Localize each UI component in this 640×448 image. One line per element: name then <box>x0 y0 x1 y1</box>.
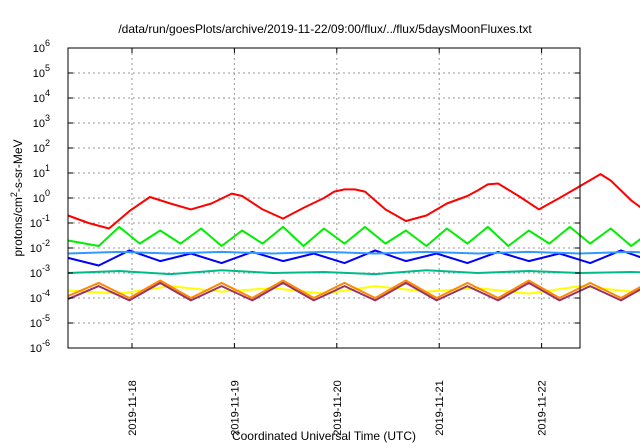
y-tick-label: 104 <box>33 88 50 105</box>
y-tick-label: 10-1 <box>30 213 50 230</box>
series-line-3 <box>67 269 640 276</box>
y-tick-label: 10-5 <box>30 313 50 330</box>
y-tick-label: 10-4 <box>30 288 50 305</box>
y-tick-label: 10-2 <box>30 238 50 255</box>
x-tick-label: 2019-11-18 <box>127 380 139 435</box>
series-line-1 <box>67 173 640 230</box>
series-group <box>67 173 640 302</box>
x-tick-label: 2019-11-20 <box>332 380 344 435</box>
y-tick-label: 102 <box>33 138 50 155</box>
x-tick-label: 2019-11-22 <box>537 380 549 435</box>
series-line-5 <box>67 250 640 255</box>
x-axis: 2019-11-18 2019-11-19 2019-11-20 2019-11-21… <box>127 48 549 436</box>
y-axis-title-base: protons/cm <box>11 197 25 256</box>
y-tick-label: 10-3 <box>30 263 50 280</box>
x-tick-label: 2019-11-21 <box>434 380 446 435</box>
x-tick-label: 2019-11-19 <box>229 380 241 435</box>
series-line-2 <box>67 225 640 247</box>
y-tick-label: 105 <box>33 63 50 80</box>
y-axis: 10-6 10-5 10-4 10-3 10-2 10-1 100 101 102 103 104 1… <box>30 38 580 355</box>
y-tick-label: 106 <box>33 38 50 55</box>
y-tick-label: 10-6 <box>30 338 50 355</box>
y-tick-label: 101 <box>33 163 50 180</box>
y-tick-label: 103 <box>33 113 50 130</box>
y-axis-title-rest: -s-sr-MeV <box>11 139 25 192</box>
x-axis-title: Coordinated Universal Time (UTC) <box>232 429 416 443</box>
y-axis-title: protons/cm2-s-sr-MeV <box>9 139 25 256</box>
y-axis-title-sup: 2 <box>9 192 19 197</box>
chart-title: /data/run/goesPlots/archive/2019-11-22/0… <box>118 22 532 36</box>
y-tick-label: 100 <box>33 188 50 205</box>
